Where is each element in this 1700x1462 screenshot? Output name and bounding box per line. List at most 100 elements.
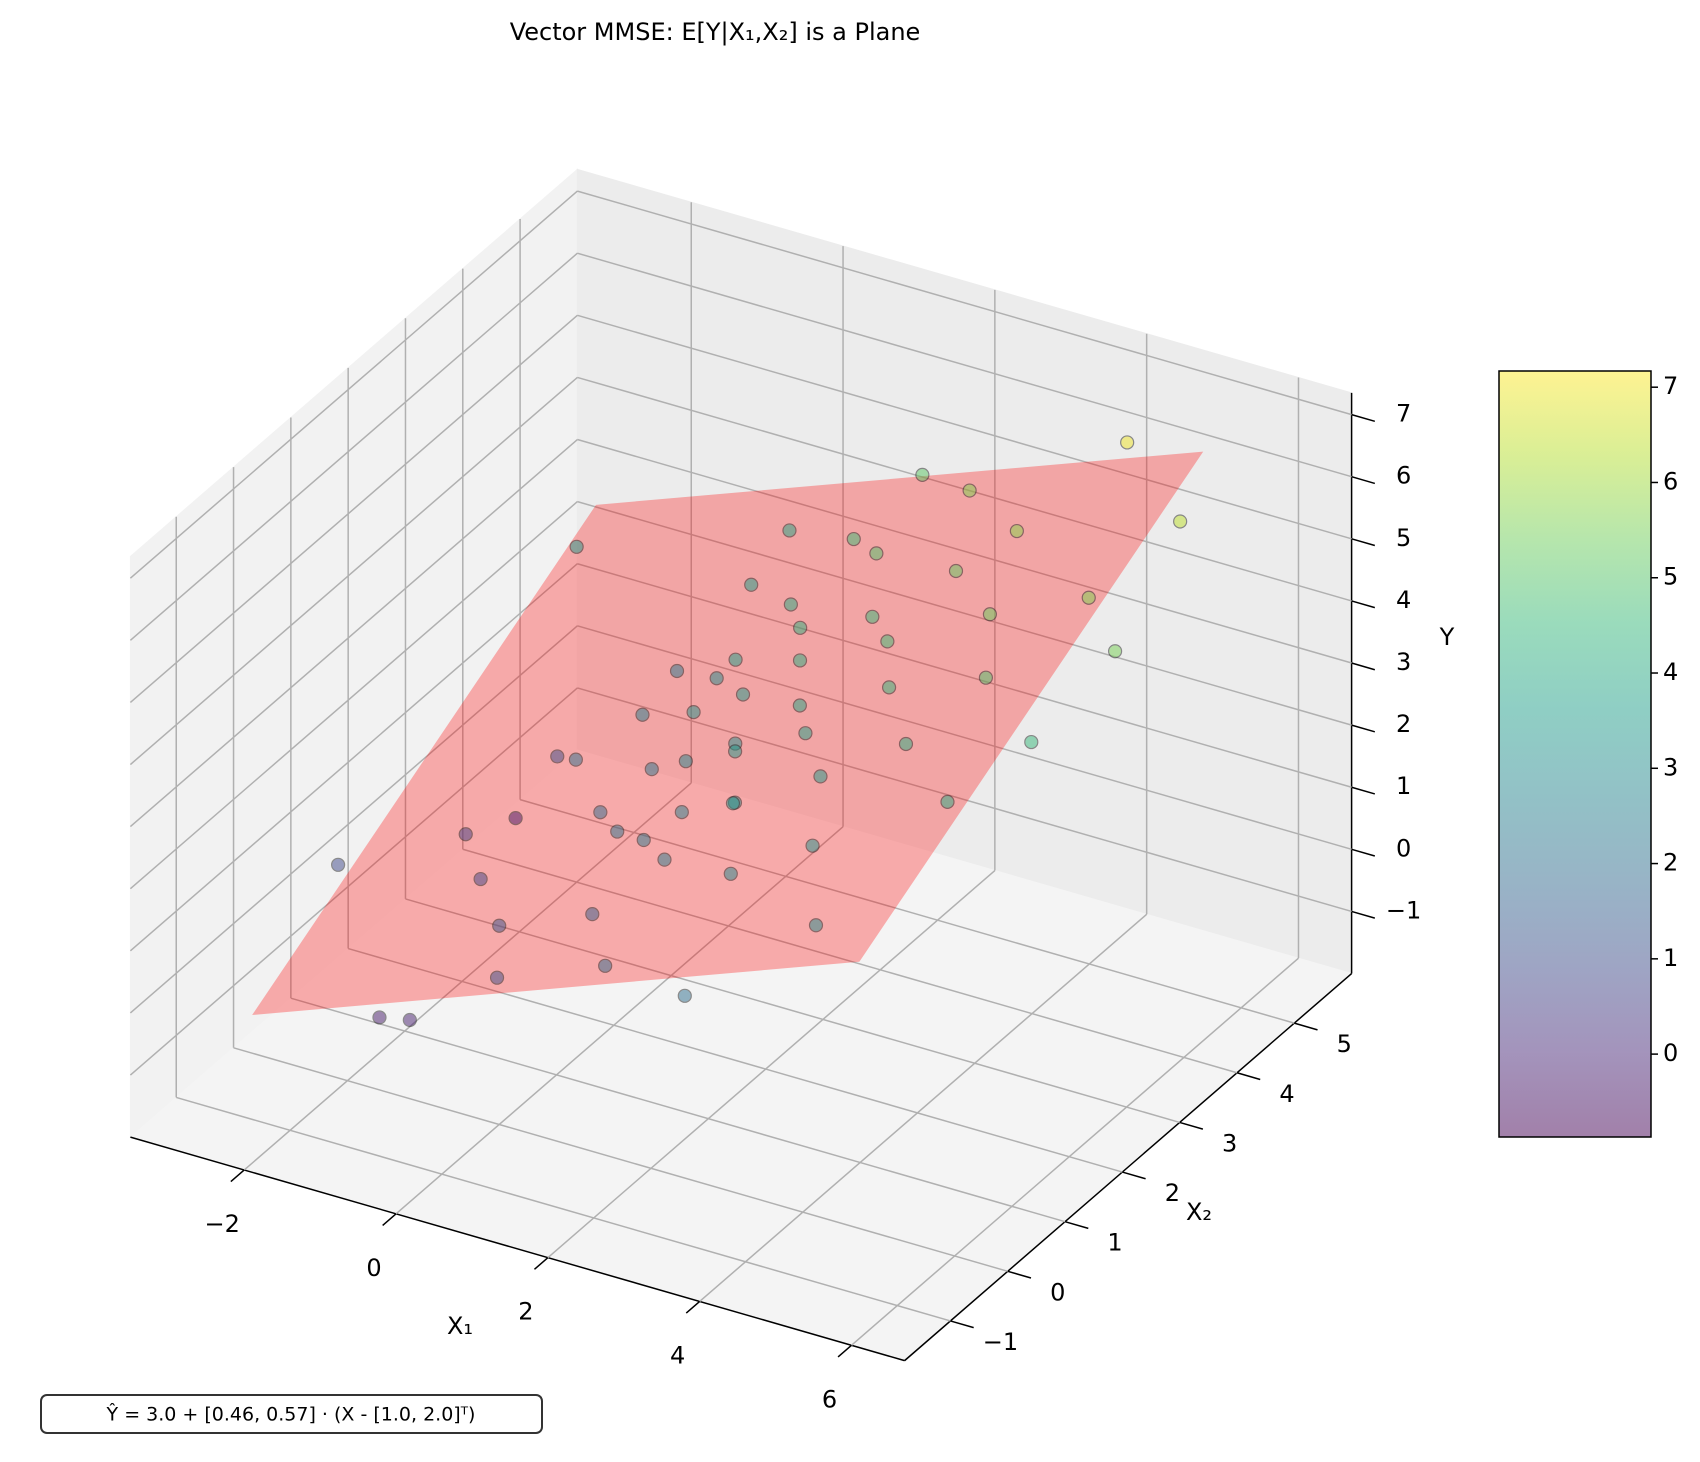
z-tick-label: −1 <box>1386 896 1421 924</box>
colorbar-tick-label: 7 <box>1663 372 1678 400</box>
grid-line <box>577 314 1352 540</box>
grid-line <box>347 947 1123 1173</box>
z-tick <box>1351 538 1376 547</box>
z-tick-label: 7 <box>1396 400 1411 428</box>
grid-line <box>577 252 1352 478</box>
y-tick <box>1236 1072 1261 1081</box>
colorbar-tick-label: 4 <box>1663 658 1678 686</box>
x-tick-label: 2 <box>518 1298 533 1326</box>
point <box>1173 514 1188 529</box>
y-tick <box>1064 1220 1089 1230</box>
grid-line <box>129 252 578 641</box>
point <box>331 857 346 872</box>
x-tick-label: 0 <box>366 1254 381 1282</box>
x-tick-label: 4 <box>670 1341 685 1369</box>
grid-line <box>129 501 578 890</box>
point <box>610 824 625 839</box>
point <box>550 749 565 764</box>
point <box>725 796 741 811</box>
y-tick-label: 0 <box>1050 1278 1065 1306</box>
y-tick-label: −1 <box>983 1328 1018 1356</box>
y-tick-label: 5 <box>1337 1030 1352 1058</box>
point <box>865 609 880 624</box>
grid-line <box>233 1047 1008 1273</box>
point <box>783 597 798 612</box>
z-tick-label: 2 <box>1396 710 1411 738</box>
y-tick-label: 2 <box>1165 1179 1180 1207</box>
y-tick <box>1122 1171 1146 1180</box>
point <box>1107 644 1123 659</box>
point <box>568 752 583 767</box>
grid-line <box>176 1096 951 1322</box>
grid-line <box>129 190 578 579</box>
colorbar-tick-label: 1 <box>1663 944 1678 972</box>
grid-line <box>577 562 1352 788</box>
y-axis <box>904 972 1353 1362</box>
grid-line <box>129 625 578 1014</box>
grid-line <box>577 625 1352 851</box>
z-tick <box>1351 848 1376 857</box>
colorbar-tick-label: 5 <box>1663 563 1678 591</box>
point <box>1009 523 1024 539</box>
z-tick-label: 3 <box>1396 648 1411 676</box>
x-tick <box>533 1257 549 1270</box>
point <box>805 838 820 853</box>
point <box>881 680 897 695</box>
x-tick-label: 6 <box>822 1385 837 1413</box>
point <box>846 531 861 547</box>
point <box>489 970 505 985</box>
x-tick <box>685 1300 701 1314</box>
grid-line <box>129 438 578 828</box>
plane <box>252 451 1204 1016</box>
y-tick-label: 4 <box>1279 1080 1294 1108</box>
point <box>473 871 488 887</box>
point <box>728 652 743 667</box>
y-tick <box>1294 1022 1318 1031</box>
point <box>728 744 743 759</box>
x-axis-label: X₁ <box>447 1312 473 1340</box>
colorbar-tick-label: 3 <box>1663 753 1678 781</box>
grid-line <box>129 314 578 703</box>
grid-line <box>577 438 1352 664</box>
point <box>677 988 692 1003</box>
point <box>869 546 884 561</box>
point <box>940 794 955 809</box>
x-tick <box>230 1169 245 1183</box>
point <box>635 707 650 722</box>
z-tick <box>1351 662 1376 671</box>
grid-line <box>405 898 1180 1124</box>
grid-line <box>850 957 1299 1346</box>
point <box>636 832 651 848</box>
point <box>402 1012 417 1028</box>
plot-area: −2 0 2 4 6 −1 0 1 2 3 4 5 −1 0 1 2 3 4 5 6 7 <box>129 168 1421 1413</box>
point <box>813 769 828 784</box>
point <box>723 866 738 881</box>
point <box>798 726 813 741</box>
point <box>372 1010 387 1025</box>
grid-line <box>462 848 1238 1074</box>
x-tick-label: −2 <box>205 1210 240 1238</box>
y-tick <box>1179 1121 1204 1130</box>
grid-line <box>577 687 1352 913</box>
point <box>880 634 895 649</box>
grid-line <box>129 687 578 1076</box>
grid-line <box>290 997 1066 1223</box>
point <box>1081 590 1096 605</box>
point <box>808 918 824 933</box>
point <box>657 852 672 867</box>
point <box>508 811 523 826</box>
x-axis <box>130 1136 905 1362</box>
y-tick-label: 3 <box>1222 1129 1237 1157</box>
colorbar <box>1499 371 1651 1137</box>
chart-title: Vector MMSE: E[Y|X₁,X₂] is a Plane <box>510 18 921 46</box>
z-tick <box>1351 600 1376 609</box>
point <box>678 754 693 769</box>
z-tick-label: 5 <box>1396 524 1411 552</box>
point <box>598 958 613 973</box>
point <box>674 805 689 820</box>
grid-line <box>129 376 578 766</box>
z-tick <box>1351 786 1376 795</box>
grid-line <box>395 826 844 1215</box>
point <box>569 539 584 554</box>
